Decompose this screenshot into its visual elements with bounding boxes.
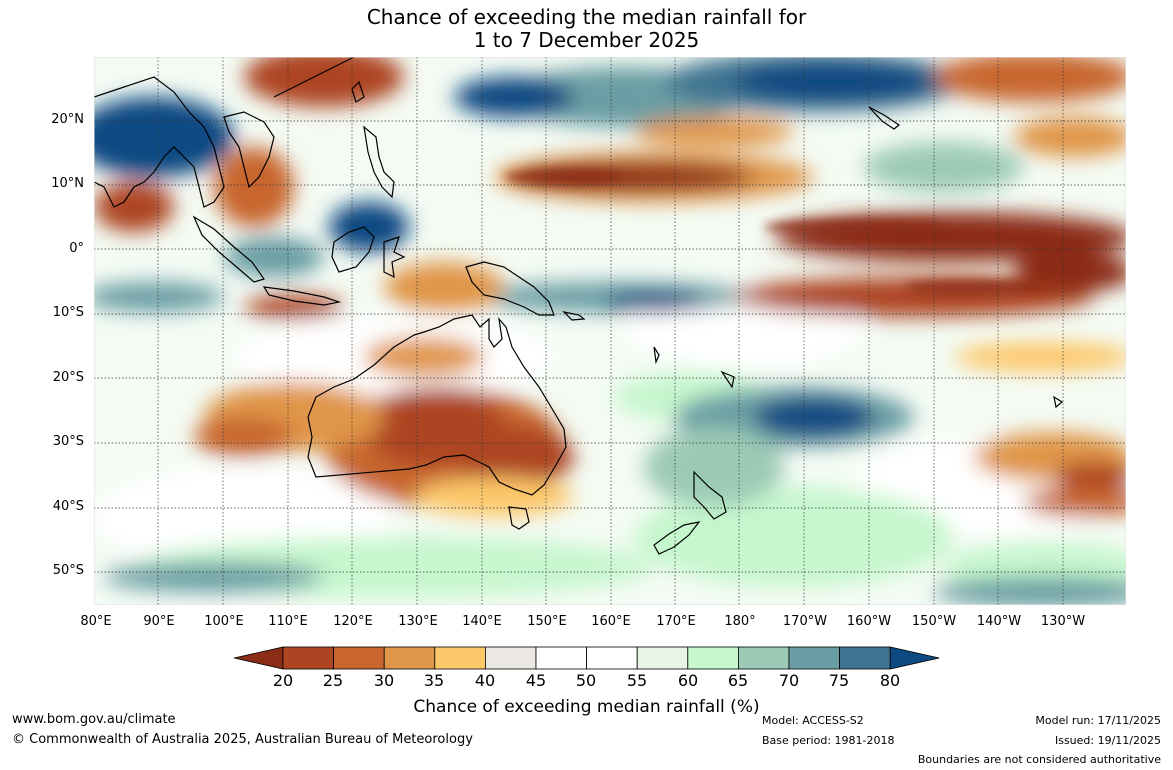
lat-label: 10°S bbox=[52, 305, 84, 320]
issued-text: Issued: 19/11/2025 bbox=[1054, 734, 1161, 747]
lon-label: 150°W bbox=[911, 614, 957, 629]
colorbar-tick: 65 bbox=[727, 671, 749, 690]
coastlines bbox=[94, 57, 1064, 555]
colorbar-cell bbox=[282, 646, 334, 670]
lon-label: 120°E bbox=[333, 614, 373, 629]
colorbar-tick: 40 bbox=[474, 671, 496, 690]
lat-label: 0° bbox=[69, 241, 84, 256]
colorbar-cell bbox=[788, 646, 840, 670]
colorbar-tick: 30 bbox=[373, 671, 395, 690]
colorbar-tick: 70 bbox=[778, 671, 800, 690]
colorbar-tick: 50 bbox=[575, 671, 597, 690]
lat-label: 20°N bbox=[51, 112, 84, 127]
colorbar-tick: 45 bbox=[525, 671, 547, 690]
lon-label: 90°E bbox=[143, 614, 175, 629]
colorbar-high-arrow bbox=[889, 646, 940, 670]
lon-label: 130°W bbox=[1040, 614, 1086, 629]
graticule bbox=[94, 57, 1126, 605]
lat-label: 10°N bbox=[51, 176, 84, 191]
colorbar bbox=[234, 646, 940, 670]
colorbar-cell bbox=[737, 646, 790, 670]
lon-label: 160°E bbox=[591, 614, 631, 629]
lat-label: 20°S bbox=[52, 370, 84, 385]
colorbar-cell bbox=[687, 646, 739, 670]
disclaimer-text: Boundaries are not considered authoritat… bbox=[917, 753, 1161, 766]
colorbar-tick: 60 bbox=[677, 671, 699, 690]
colorbar-label: Chance of exceeding median rainfall (%) bbox=[413, 697, 760, 717]
colorbar-cell bbox=[333, 646, 385, 670]
lat-label: 40°S bbox=[52, 499, 84, 514]
lon-label: 150°E bbox=[527, 614, 567, 629]
model-text: Model: ACCESS-S2 bbox=[762, 714, 864, 727]
lon-label: 100°E bbox=[204, 614, 244, 629]
lat-label: 50°S bbox=[52, 563, 84, 578]
base-period-text: Base period: 1981-2018 bbox=[762, 734, 895, 747]
colorbar-cell bbox=[586, 646, 638, 670]
lon-label: 140°W bbox=[976, 614, 1022, 629]
lon-label: 110°E bbox=[268, 614, 308, 629]
colorbar-tick: 20 bbox=[272, 671, 294, 690]
colorbar-low-arrow bbox=[234, 646, 284, 670]
colorbar-tick: 75 bbox=[828, 671, 850, 690]
colorbar-cell bbox=[434, 646, 486, 670]
rainfall-probability-map bbox=[94, 57, 1126, 605]
colorbar-tick: 55 bbox=[626, 671, 648, 690]
colorbar-cell bbox=[535, 646, 587, 670]
map-subtitle: 1 to 7 December 2025 bbox=[473, 28, 700, 52]
lon-label: 130°E bbox=[398, 614, 438, 629]
colorbar-cell bbox=[839, 646, 891, 670]
colorbar-cell bbox=[636, 646, 689, 670]
colorbar-tick: 80 bbox=[879, 671, 901, 690]
lon-label: 80°E bbox=[80, 614, 112, 629]
model-run-text: Model run: 17/11/2025 bbox=[1035, 714, 1161, 727]
lon-label: 170°E bbox=[656, 614, 696, 629]
colorbar-tick: 35 bbox=[423, 671, 445, 690]
lon-label: 160°W bbox=[846, 614, 892, 629]
lon-label: 180° bbox=[724, 614, 756, 629]
website-text: www.bom.gov.au/climate bbox=[12, 712, 176, 727]
lat-label: 30°S bbox=[52, 434, 84, 449]
colorbar-cell bbox=[484, 646, 537, 670]
colorbar-cell bbox=[383, 646, 436, 670]
colorbar-tick: 25 bbox=[322, 671, 344, 690]
lon-label: 170°W bbox=[782, 614, 828, 629]
lon-label: 140°E bbox=[462, 614, 502, 629]
map-title: Chance of exceeding the median rainfall … bbox=[366, 5, 807, 29]
copyright-text: © Commonwealth of Australia 2025, Austra… bbox=[12, 732, 473, 747]
